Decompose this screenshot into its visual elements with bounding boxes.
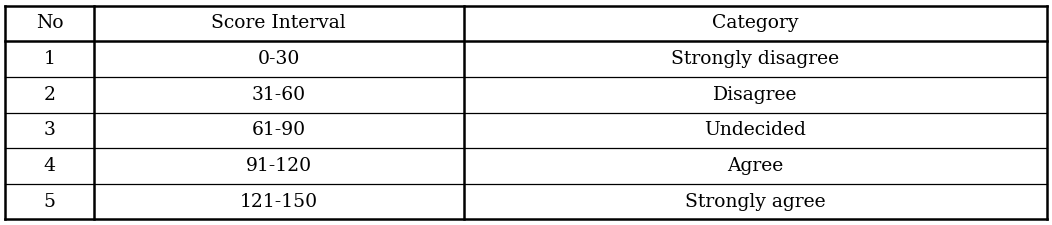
Text: 2: 2: [43, 86, 56, 104]
Text: 5: 5: [43, 193, 56, 211]
Text: 3: 3: [43, 121, 56, 139]
Text: Undecided: Undecided: [704, 121, 806, 139]
Text: 4: 4: [43, 157, 56, 175]
Text: No: No: [36, 14, 63, 32]
Text: 1: 1: [43, 50, 56, 68]
Text: Strongly disagree: Strongly disagree: [671, 50, 839, 68]
Text: 31-60: 31-60: [251, 86, 306, 104]
Text: 0-30: 0-30: [258, 50, 300, 68]
Text: Category: Category: [712, 14, 798, 32]
Text: Strongly agree: Strongly agree: [685, 193, 826, 211]
Text: 91-120: 91-120: [245, 157, 311, 175]
Text: 121-150: 121-150: [240, 193, 318, 211]
Text: Score Interval: Score Interval: [211, 14, 346, 32]
Text: 61-90: 61-90: [251, 121, 306, 139]
Text: Agree: Agree: [727, 157, 784, 175]
Text: Disagree: Disagree: [713, 86, 797, 104]
